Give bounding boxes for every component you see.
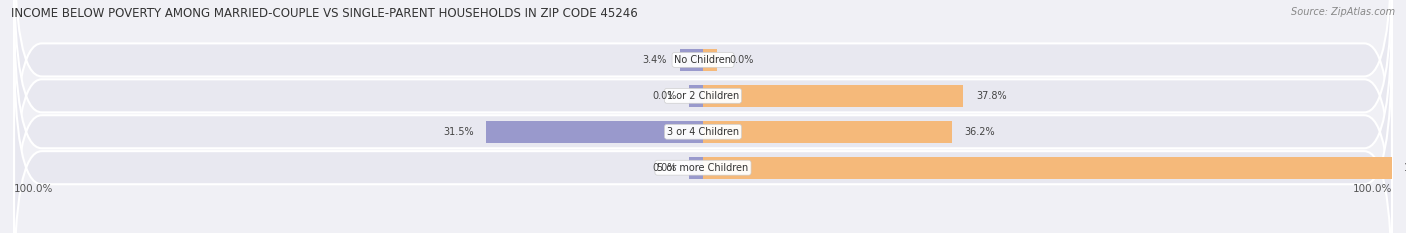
Text: 100.0%: 100.0% (1405, 163, 1406, 173)
Text: 3 or 4 Children: 3 or 4 Children (666, 127, 740, 137)
FancyBboxPatch shape (14, 0, 1392, 223)
Text: 0.0%: 0.0% (652, 91, 676, 101)
FancyBboxPatch shape (14, 5, 1392, 233)
Bar (486, 121, 703, 143)
Text: 36.2%: 36.2% (965, 127, 995, 137)
Bar (679, 49, 703, 71)
Bar (703, 121, 952, 143)
Text: 37.8%: 37.8% (976, 91, 1007, 101)
Bar (703, 157, 1392, 179)
Bar (703, 49, 717, 71)
Text: 31.5%: 31.5% (443, 127, 474, 137)
Text: 1 or 2 Children: 1 or 2 Children (666, 91, 740, 101)
Text: 0.0%: 0.0% (652, 163, 676, 173)
Bar (703, 85, 963, 107)
Text: 5 or more Children: 5 or more Children (658, 163, 748, 173)
FancyBboxPatch shape (14, 0, 1392, 187)
Text: INCOME BELOW POVERTY AMONG MARRIED-COUPLE VS SINGLE-PARENT HOUSEHOLDS IN ZIP COD: INCOME BELOW POVERTY AMONG MARRIED-COUPL… (11, 7, 638, 20)
Text: 100.0%: 100.0% (1353, 184, 1392, 194)
Text: Source: ZipAtlas.com: Source: ZipAtlas.com (1291, 7, 1395, 17)
Text: 0.0%: 0.0% (730, 55, 754, 65)
Bar (689, 85, 703, 107)
Text: No Children: No Children (675, 55, 731, 65)
Text: 100.0%: 100.0% (14, 184, 53, 194)
FancyBboxPatch shape (14, 41, 1392, 233)
Text: 3.4%: 3.4% (643, 55, 668, 65)
Bar (689, 157, 703, 179)
